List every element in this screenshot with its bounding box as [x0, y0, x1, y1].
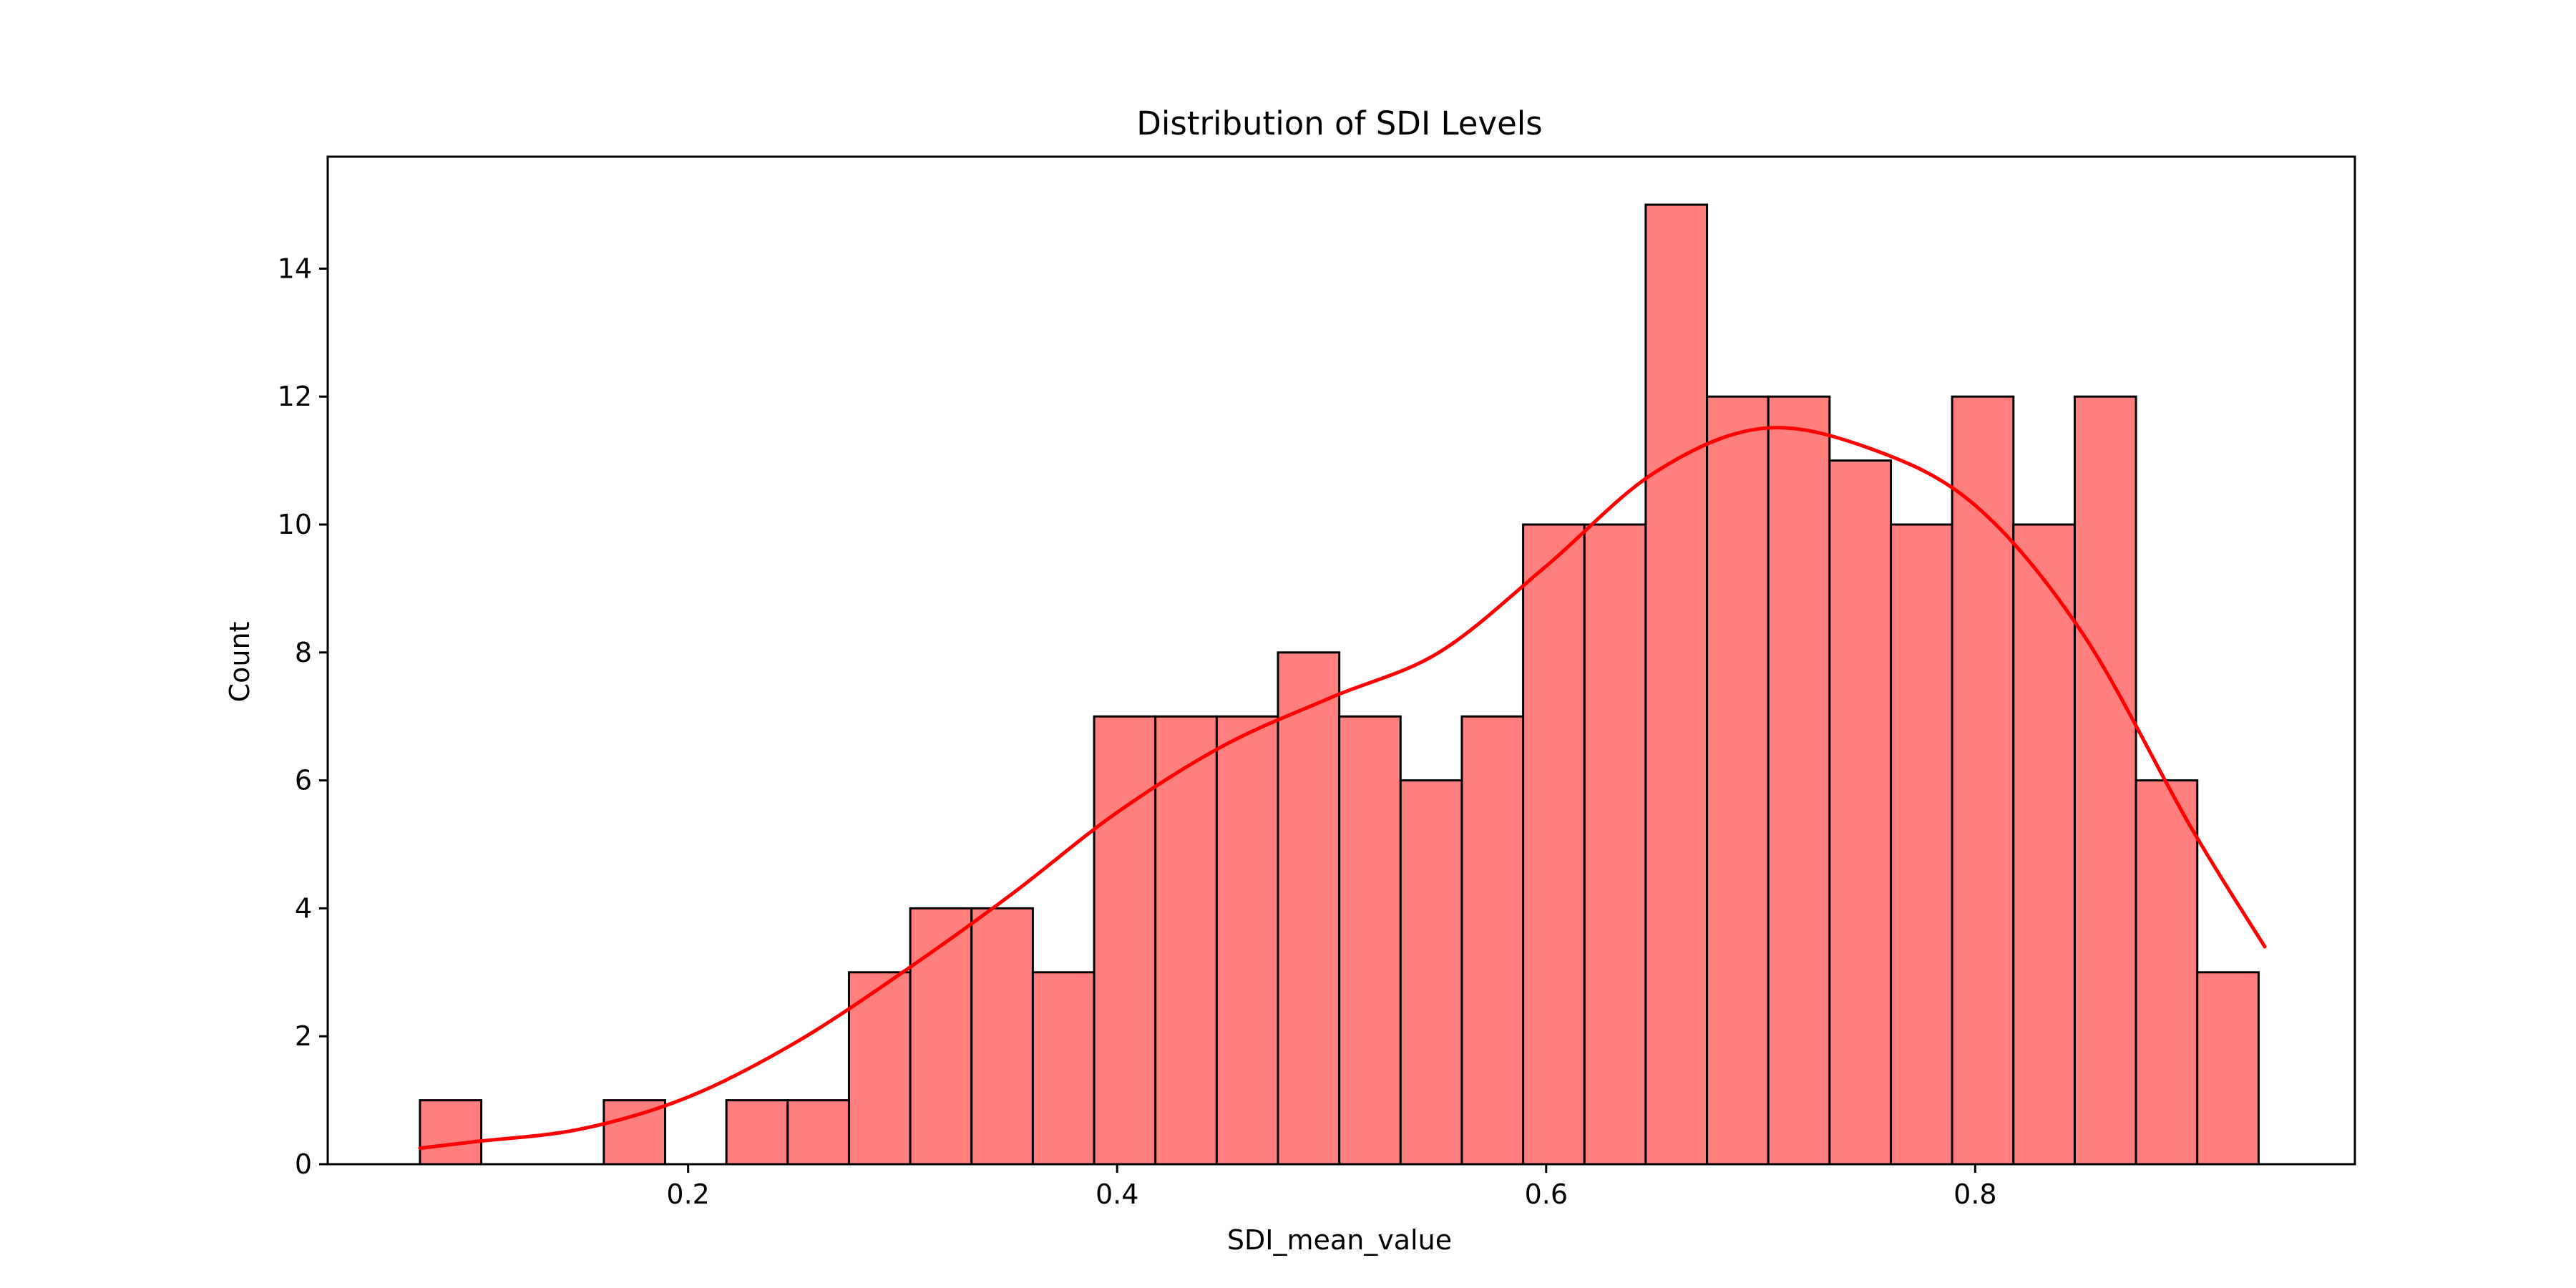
- histogram-bar: [2073, 395, 2137, 1166]
- histogram-bar: [786, 1099, 850, 1166]
- bars-group: [419, 203, 2260, 1166]
- y-axis-label: Count: [224, 622, 255, 703]
- histogram-bar: [2196, 971, 2260, 1166]
- histogram-bar: [1644, 203, 1709, 1166]
- histogram-bar: [1522, 523, 1586, 1166]
- chart-title: Distribution of SDI Levels: [1136, 104, 1543, 142]
- histogram-bar: [1706, 395, 1770, 1166]
- y-tick-label: 10: [278, 509, 312, 540]
- histogram-bar: [1277, 651, 1341, 1166]
- y-axis-ticks: 0 2 4 6 8 10 12 14: [278, 253, 328, 1180]
- y-tick-label: 2: [295, 1020, 312, 1052]
- histogram-bar: [1767, 395, 1831, 1166]
- histogram-bar: [725, 1099, 789, 1166]
- histogram-bar: [1460, 715, 1525, 1166]
- x-tick-label: 0.4: [1096, 1179, 1138, 1210]
- histogram-bar: [1215, 715, 1279, 1166]
- histogram-bar: [1828, 459, 1892, 1166]
- histogram-bar: [2012, 523, 2076, 1166]
- plot-frame: [326, 155, 2356, 1166]
- x-tick-label: 0.8: [1953, 1179, 1996, 1210]
- x-tick-label: 0.6: [1525, 1179, 1568, 1210]
- y-tick-label: 6: [295, 765, 312, 796]
- histogram-bar: [1031, 971, 1096, 1166]
- y-tick-label: 14: [278, 253, 312, 284]
- histogram-bar: [1154, 715, 1218, 1166]
- x-tick-label: 0.2: [666, 1179, 709, 1210]
- histogram-bar: [970, 907, 1034, 1166]
- histogram-bar: [1583, 523, 1647, 1166]
- histogram-bar: [909, 907, 973, 1166]
- x-axis-label: SDI_mean_value: [1227, 1224, 1452, 1256]
- x-axis-ticks: 0.2 0.4 0.6 0.8: [666, 1164, 1997, 1210]
- histogram-bar: [419, 1099, 483, 1166]
- histogram-bar: [2135, 779, 2199, 1166]
- kde-curve: [418, 426, 2267, 1151]
- histogram-bar: [1338, 715, 1402, 1166]
- histogram-bar: [1399, 779, 1463, 1166]
- y-tick-label: 0: [295, 1148, 312, 1180]
- histogram-bar: [1889, 523, 1953, 1166]
- histogram-bar: [1093, 715, 1157, 1166]
- y-tick-label: 8: [295, 637, 312, 668]
- y-tick-label: 4: [295, 892, 312, 924]
- y-tick-label: 12: [278, 381, 312, 412]
- histogram-bar: [847, 971, 912, 1166]
